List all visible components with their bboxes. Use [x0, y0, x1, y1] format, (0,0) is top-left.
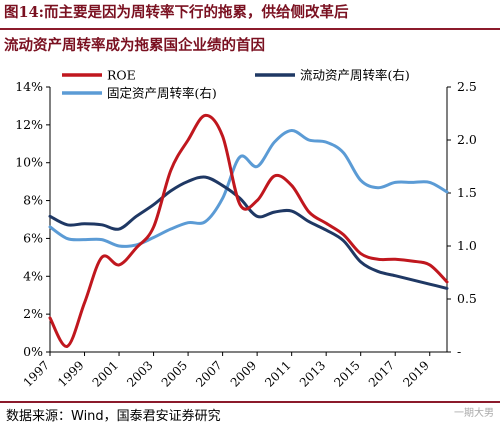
- x-tick-label: 2009: [228, 358, 259, 389]
- title-divider-top: [0, 28, 500, 30]
- x-tick-label: 2001: [90, 358, 121, 389]
- y-right-tick-label: -: [457, 344, 461, 359]
- legend: ROE 流动资产周转率(右) 固定资产周转率(右): [62, 68, 410, 101]
- axes: 0% 2% 4% 6% 8% 10% 12% 14% - 0.5 1.0 1.5 2.0 2.5 1997 1…: [15, 79, 477, 390]
- legend-label: 固定资产周转率(右): [107, 86, 217, 101]
- y-left-tick-label: 6%: [23, 230, 43, 245]
- legend-label: 流动资产周转率(右): [300, 68, 410, 83]
- x-tick-label: 2017: [366, 358, 397, 389]
- x-tick-label: 1997: [21, 358, 52, 389]
- x-tick-label: 2015: [331, 358, 362, 389]
- x-tick-label: 2007: [193, 358, 224, 389]
- y-right-tick-label: 1.5: [457, 185, 477, 200]
- y-left-tick-label: 12%: [15, 117, 43, 132]
- y-right-tick-label: 2.5: [457, 79, 477, 94]
- x-tick-label: 2019: [400, 358, 431, 389]
- y-left-tick-label: 14%: [15, 79, 43, 94]
- watermark: 一期大男: [454, 408, 494, 419]
- series-line-current-asset-turnover: [48, 175, 449, 290]
- chart-area: 0% 2% 4% 6% 8% 10% 12% 14% - 0.5 1.0 1.5 2.0 2.5 1997 1…: [15, 68, 477, 390]
- x-tick-label: 2005: [159, 358, 190, 389]
- figure-title-line1: 图14:而主要是因为周转率下行的拖累，供给侧改革后: [4, 4, 349, 21]
- source-note: 数据来源：Wind，国泰君安证券研究: [6, 409, 221, 424]
- y-left-tick-label: 8%: [23, 193, 43, 208]
- y-left-tick-label: 10%: [15, 155, 43, 170]
- y-left-tick-label: 4%: [23, 268, 43, 283]
- series-lines: [48, 113, 449, 348]
- y-right-tick-label: 1.0: [457, 238, 477, 253]
- figure-title-line2: 流动资产周转率成为拖累国企业绩的首因: [4, 37, 265, 54]
- y-left-tick-label: 0%: [23, 344, 43, 359]
- series-line-fixed-asset-turnover: [48, 128, 449, 248]
- x-tick-label: 2003: [124, 358, 155, 389]
- x-tick-label: 2013: [297, 358, 328, 389]
- x-tick-label: 1999: [55, 358, 86, 389]
- y-right-tick-label: 2.0: [457, 132, 477, 147]
- y-right-tick-label: 0.5: [457, 291, 477, 306]
- source-divider: [0, 401, 500, 403]
- y-left-tick-label: 2%: [23, 306, 43, 321]
- x-tick-label: 2011: [262, 358, 293, 389]
- series-line-roe: [48, 113, 449, 348]
- legend-label: ROE: [107, 68, 136, 83]
